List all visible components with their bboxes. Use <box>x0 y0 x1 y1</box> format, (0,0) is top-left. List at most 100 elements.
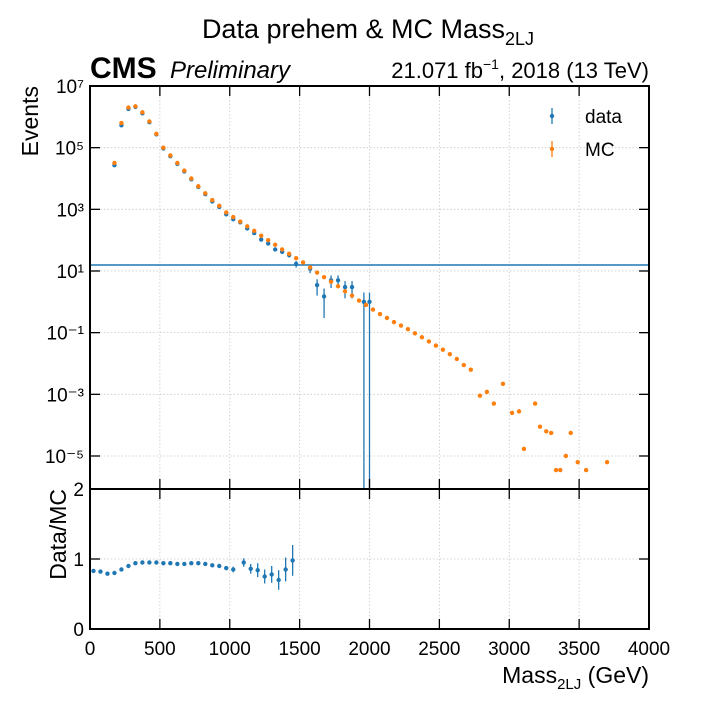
title-text: Data prehem & MC Mass <box>202 14 505 44</box>
data-point <box>361 299 367 305</box>
data-point <box>147 560 152 565</box>
data-point <box>210 563 215 568</box>
data-point <box>342 289 348 294</box>
data-point <box>293 256 299 261</box>
data-point <box>217 563 222 569</box>
legend-marker <box>549 113 555 119</box>
data-point <box>119 120 124 126</box>
data-point <box>516 409 522 414</box>
data-point <box>290 558 295 563</box>
panel: 0 500 1000 1500 2000 2500 3000 3500 4000 0 1 2 <box>73 480 670 660</box>
panel: 10⁷ 10⁵ 10³ 10¹ 10⁻¹ 10⁻³ 10⁻⁵ data MC <box>45 77 650 490</box>
y-tick-label: 10⁻¹ <box>47 324 85 345</box>
ratio-y-axis-label: Data/MC <box>45 489 71 580</box>
data-point <box>321 294 327 299</box>
data-point <box>196 184 201 189</box>
data-point <box>161 561 166 566</box>
x-tick-label: 2000 <box>348 639 390 660</box>
data-point <box>182 561 187 567</box>
data-point <box>175 160 180 166</box>
xlabel-text: Mass <box>502 662 557 688</box>
y-tick-label: 2 <box>73 480 84 501</box>
data-point <box>335 278 341 283</box>
data-point <box>548 430 554 436</box>
data-point <box>189 561 194 566</box>
data-point <box>563 453 569 459</box>
data-point <box>217 203 222 209</box>
data-point <box>419 335 425 340</box>
data-point <box>575 459 580 465</box>
data-point <box>210 197 215 203</box>
data-point <box>147 119 152 124</box>
chart-title: Data prehem & MC Mass2LJ <box>202 14 534 49</box>
y-tick-label: 10¹ <box>57 262 84 283</box>
data-point <box>544 429 549 434</box>
data-point <box>224 565 229 571</box>
lumi-text: 21.071 fb <box>391 58 483 83</box>
data-point <box>112 160 117 166</box>
data-point <box>412 331 418 336</box>
data-point <box>553 467 559 473</box>
data-point <box>105 571 110 576</box>
data-point <box>269 572 274 577</box>
x-tick-label: 3500 <box>558 639 600 660</box>
y-axis-label: Events <box>17 86 43 156</box>
x-axis-label: Mass2LJ (GeV) <box>502 662 649 693</box>
data-point <box>126 563 131 569</box>
data-point <box>161 145 166 150</box>
data-point <box>604 459 610 465</box>
data-point <box>238 219 243 224</box>
data-point <box>521 446 527 452</box>
data-point <box>154 560 159 565</box>
data-point <box>391 319 397 325</box>
data-point <box>196 561 201 566</box>
data-point <box>252 228 257 234</box>
data-point <box>349 284 355 290</box>
data-point <box>98 569 103 574</box>
data-point <box>133 561 138 566</box>
data-point <box>262 574 267 579</box>
data-point <box>509 410 515 416</box>
data-point <box>248 566 253 571</box>
x-tick-label: 3000 <box>488 639 530 660</box>
plot-area <box>90 86 649 489</box>
data-point <box>537 424 543 429</box>
data-point <box>398 323 404 328</box>
data-point <box>231 567 236 572</box>
data-point <box>349 293 355 298</box>
data-point <box>286 251 292 257</box>
data-point <box>140 110 145 115</box>
data-point <box>363 302 369 308</box>
y-tick-label: 1 <box>73 550 84 571</box>
status-label: Preliminary <box>170 57 292 84</box>
data-point <box>321 274 327 280</box>
data-point <box>283 567 288 572</box>
y-tick-label: 10⁵ <box>55 139 84 160</box>
data-point <box>265 237 271 243</box>
data-point <box>265 241 271 246</box>
data-point <box>224 210 229 215</box>
data-point <box>175 561 180 567</box>
data-point <box>272 247 278 252</box>
data-point <box>328 279 334 284</box>
data-point <box>231 214 236 220</box>
data-point <box>583 467 589 473</box>
data-point <box>461 362 467 368</box>
data-point <box>440 347 446 352</box>
data-point <box>484 389 490 395</box>
y-tick-label: 10⁷ <box>56 77 84 98</box>
x-tick-label: 0 <box>85 639 96 660</box>
data-point <box>241 560 246 565</box>
y-tick-label: 0 <box>73 620 84 641</box>
y-tick-label: 10⁻⁵ <box>45 447 84 468</box>
data-point <box>272 242 278 247</box>
data-point <box>342 284 348 290</box>
xlabel-suffix: (GeV) <box>581 662 649 688</box>
data-point <box>279 247 285 252</box>
data-point <box>426 339 432 344</box>
data-point <box>300 260 306 265</box>
data-point <box>182 168 187 173</box>
data-point <box>119 567 124 572</box>
data-point <box>140 560 145 565</box>
